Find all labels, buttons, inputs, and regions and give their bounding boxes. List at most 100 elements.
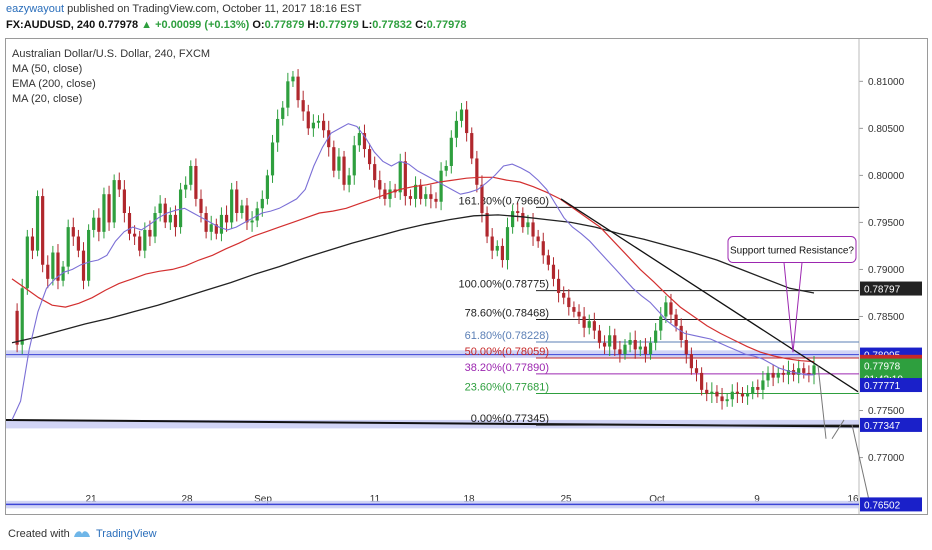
annotation-text: Support turned Resistance? [730, 246, 854, 257]
fib-level-label: 61.80%(0.78228) [465, 330, 549, 342]
candle-body [776, 372, 780, 378]
change-value: +0.00099 (+0.13%) [155, 19, 250, 31]
candle-body [587, 321, 591, 328]
candle-body [705, 389, 709, 394]
candle-body [158, 203, 162, 214]
y-tick-label: 0.78500 [868, 312, 905, 323]
candle-body [20, 288, 24, 345]
candle-body [51, 252, 55, 279]
candle-body [163, 203, 167, 223]
candle-body [735, 391, 739, 394]
ema200-line [11, 214, 815, 344]
candle-body [76, 236, 81, 251]
candle-body [56, 252, 60, 281]
legend-ema200[interactable]: EMA (200, close) [12, 78, 96, 90]
candle-body [582, 316, 586, 328]
candle-body [41, 196, 45, 265]
tradingview-logo-icon [74, 531, 90, 537]
price-tag [860, 497, 922, 512]
candle-body [480, 184, 484, 214]
candle-body [148, 229, 152, 237]
high-label: H: [307, 19, 320, 31]
candle-body [311, 122, 315, 129]
candle-body [143, 229, 147, 251]
candle-body [521, 213, 525, 228]
candle-body [577, 311, 581, 317]
candle-body [490, 236, 494, 251]
candle-body [255, 208, 259, 221]
candle-body [470, 133, 474, 159]
candle-body [516, 211, 520, 214]
price-tag-label: 0.77347 [864, 421, 901, 432]
price-chart[interactable]: 0.81000 0.80500 0.80000 0.79500 0.79000 0.785… [6, 39, 927, 514]
candle-body [138, 236, 142, 251]
close-value: 0.77978 [426, 19, 467, 31]
candle-body [373, 164, 377, 181]
candle-body [761, 380, 765, 390]
candle-body [419, 184, 423, 199]
annotation-pointer [783, 262, 803, 353]
symbol-label[interactable]: FX:AUDUSD, 240 [6, 19, 96, 31]
candle-body [628, 339, 632, 345]
projection-arrow [831, 419, 845, 440]
legend-ma20[interactable]: MA (20, close) [12, 93, 83, 105]
candle-body [766, 372, 770, 381]
publish-line: eazywayout published on TradingView.com,… [6, 3, 362, 15]
candle-body [342, 156, 346, 185]
candle-body [551, 264, 556, 279]
y-tick-label: 0.81000 [868, 77, 905, 88]
fib-level-label: 50.00%(0.78059) [465, 346, 549, 358]
candle-body [449, 137, 453, 166]
candle-body [403, 161, 407, 197]
candle-body [424, 194, 428, 199]
candle-body [786, 370, 791, 375]
fib-level-label: 78.60%(0.78468) [465, 307, 549, 319]
footer: Created with TradingView [0, 518, 932, 550]
candle-body [378, 180, 382, 190]
candle-body [332, 147, 336, 171]
candle-body [771, 372, 775, 378]
candle-body [357, 133, 361, 146]
candle-body [306, 111, 310, 129]
candle-body [112, 180, 116, 223]
candle-body [388, 189, 392, 199]
fib-level-label: 0.00%(0.77345) [471, 413, 549, 425]
price-tag-label: 0.77978 [864, 362, 901, 373]
candle-body [597, 330, 602, 343]
candle-body [189, 165, 193, 185]
candle-body [30, 236, 35, 251]
projection-arrow [851, 424, 871, 505]
candle-body [459, 109, 464, 121]
author-link[interactable]: eazywayout [6, 3, 65, 15]
candle-body [500, 245, 504, 261]
candle-body [807, 372, 811, 375]
candle-body [316, 120, 321, 123]
candle-body [495, 245, 499, 251]
price-tag [860, 358, 922, 373]
candle-body [556, 278, 561, 293]
x-tick-label: 9 [754, 494, 760, 505]
candle-body [194, 165, 198, 199]
y-tick-label: 0.80500 [868, 124, 905, 135]
chart-area[interactable]: 0.81000 0.80500 0.80000 0.79500 0.79000 0.785… [5, 38, 928, 515]
candle-body [567, 297, 571, 308]
candle-body [618, 349, 622, 355]
x-tick-label: Oct [649, 494, 665, 505]
tradingview-link[interactable]: TradingView [96, 528, 157, 540]
high-value: 0.77979 [319, 19, 359, 31]
candle-body [475, 158, 479, 185]
candle-body [781, 372, 785, 375]
candle-body [654, 330, 658, 343]
legend-ma50[interactable]: MA (50, close) [12, 63, 83, 75]
candle-body [546, 255, 550, 265]
x-tick-label: 21 [85, 494, 97, 505]
price-tag [860, 417, 922, 432]
candle-body [511, 211, 515, 228]
candle-body [122, 189, 126, 214]
candle-body [802, 368, 806, 373]
candle-body [337, 156, 341, 171]
publish-info: published on TradingView.com, October 11… [67, 3, 362, 15]
fib-level-label: 38.20%(0.77890) [465, 362, 549, 374]
candle-body [812, 365, 816, 375]
candle-body [214, 224, 218, 234]
